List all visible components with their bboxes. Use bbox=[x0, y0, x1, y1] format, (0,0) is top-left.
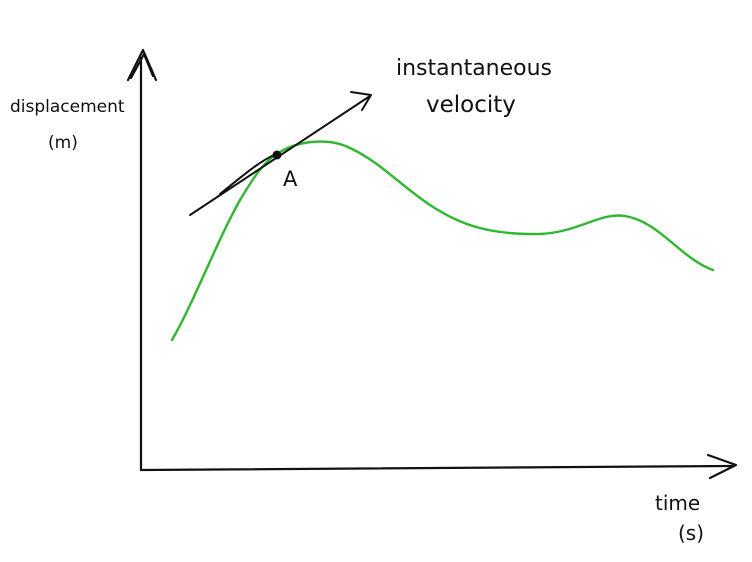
y-axis-unit: (m) bbox=[48, 133, 78, 153]
x-axis bbox=[139, 453, 738, 480]
x-axis-unit: (s) bbox=[678, 521, 704, 545]
x-axis-line bbox=[139, 464, 734, 472]
y-axis-label: displacement bbox=[10, 97, 125, 117]
tangent-line-overdraw bbox=[219, 153, 277, 195]
tangent-arrowhead bbox=[350, 91, 372, 111]
tangent-label-line1: instantaneous bbox=[396, 56, 552, 81]
point-a-label: A bbox=[283, 167, 298, 191]
point-a-marker bbox=[272, 150, 282, 160]
displacement-curve bbox=[170, 140, 715, 342]
y-axis-arrowhead-stroke bbox=[129, 52, 155, 80]
x-axis-arrowhead bbox=[706, 453, 738, 480]
x-axis-label: time bbox=[655, 491, 700, 515]
tangent-label-line2: velocity bbox=[426, 92, 516, 118]
y-axis bbox=[126, 48, 158, 472]
